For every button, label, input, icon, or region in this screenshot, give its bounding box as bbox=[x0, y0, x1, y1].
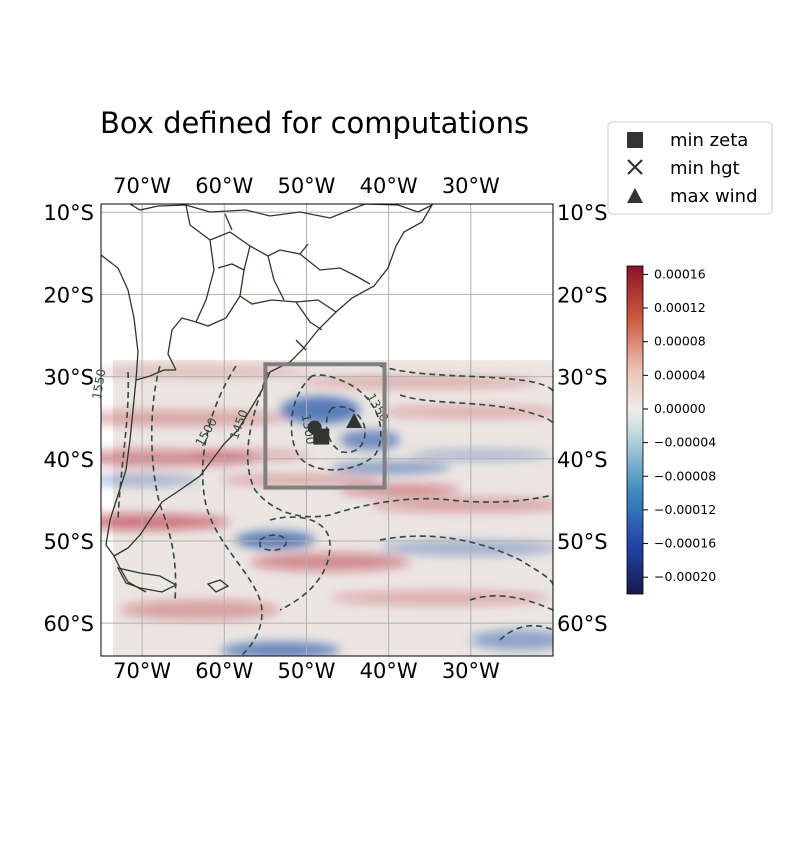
lon-tick-label-bottom: 40°W bbox=[360, 659, 418, 683]
colorbar-tick-label: −0.00012 bbox=[654, 502, 716, 517]
lon-tick-label-bottom: 60°W bbox=[195, 659, 253, 683]
contour-line-3 bbox=[201, 365, 263, 656]
lon-tick-label-top: 60°W bbox=[195, 174, 253, 198]
lon-tick-label-top: 70°W bbox=[113, 174, 171, 198]
map-frame bbox=[100, 203, 554, 657]
lat-tick-label-left: 40°S bbox=[43, 448, 94, 472]
lat-tick-label-right: 20°S bbox=[557, 283, 608, 307]
colorbar-tick-label: 0.00016 bbox=[654, 266, 706, 281]
lon-tick-label-top: 50°W bbox=[277, 174, 335, 198]
lon-tick-label-top: 30°W bbox=[442, 174, 500, 198]
contour-line-11 bbox=[469, 595, 553, 611]
lat-tick-label-left: 10°S bbox=[43, 201, 94, 225]
computation-box bbox=[263, 362, 387, 490]
border-3 bbox=[239, 245, 323, 331]
legend-item: max wind bbox=[627, 186, 758, 207]
border-9 bbox=[135, 369, 176, 381]
colorbar: 0.00016 0.00012 0.00008 0.00004 0.00000 −0.00… bbox=[626, 265, 716, 595]
lon-tick-label-top: 40°W bbox=[360, 174, 418, 198]
colorbar-tick-label: 0.00008 bbox=[654, 334, 706, 349]
contour-line-13 bbox=[259, 534, 287, 552]
legend-frame bbox=[607, 121, 773, 215]
gridlines bbox=[101, 204, 553, 656]
legend: min zeta min hgt max wind bbox=[607, 121, 773, 215]
lat-tick-label-right: 30°S bbox=[557, 366, 608, 390]
contour-line-7 bbox=[379, 365, 553, 393]
lon-tick-label-bottom: 70°W bbox=[113, 659, 171, 683]
legend-label: min zeta bbox=[670, 130, 748, 151]
border-5 bbox=[195, 295, 241, 327]
border-2 bbox=[167, 239, 215, 371]
contour-label: 1550 bbox=[90, 368, 109, 401]
contour-line-1 bbox=[117, 371, 130, 521]
contour-line-5 bbox=[290, 374, 382, 471]
vorticity-field bbox=[101, 360, 553, 656]
legend-triangle-marker bbox=[627, 188, 643, 203]
lat-tick-label-left: 50°S bbox=[43, 530, 94, 554]
contour-line-12 bbox=[499, 624, 553, 641]
lat-tick-label-left: 20°S bbox=[43, 283, 94, 307]
contour-line-2 bbox=[150, 365, 177, 601]
colorbar-tick-label: −0.00004 bbox=[654, 435, 716, 450]
contour-line-8 bbox=[399, 394, 553, 425]
coastline-east-brazil bbox=[113, 204, 434, 557]
contour-line-9 bbox=[269, 516, 331, 611]
colorbar-tick-label: 0.00012 bbox=[654, 300, 706, 315]
lon-tick-label-bottom: 30°W bbox=[442, 659, 500, 683]
colorbar-tick-label: −0.00020 bbox=[654, 569, 716, 584]
border-8 bbox=[295, 339, 307, 351]
border-7 bbox=[295, 299, 337, 313]
legend-label: max wind bbox=[670, 186, 758, 207]
border-6 bbox=[299, 253, 371, 285]
min-zeta-marker bbox=[313, 428, 330, 445]
legend-item: min hgt bbox=[627, 158, 740, 179]
legend-label: min hgt bbox=[670, 158, 740, 179]
border-10 bbox=[224, 213, 233, 231]
lat-tick-label-right: 40°S bbox=[557, 448, 608, 472]
legend-square-marker bbox=[627, 132, 643, 148]
lat-tick-label-left: 30°S bbox=[43, 366, 94, 390]
coastlines bbox=[101, 204, 434, 593]
chart-title: Box defined for computations bbox=[100, 106, 529, 140]
border-11 bbox=[217, 263, 245, 271]
lat-tick-label-left: 60°S bbox=[43, 612, 94, 636]
colorbar-bar bbox=[626, 265, 644, 595]
falklands bbox=[206, 579, 230, 593]
border-4 bbox=[267, 255, 285, 301]
legend-item: min zeta bbox=[627, 130, 748, 151]
lon-tick-label-bottom: 50°W bbox=[277, 659, 335, 683]
legend-x-marker bbox=[627, 159, 643, 175]
contour-line-4 bbox=[246, 371, 553, 518]
lat-tick-label-right: 10°S bbox=[557, 201, 608, 225]
colorbar-tick-label: 0.00004 bbox=[654, 367, 706, 382]
colorbar-tick-label: 0.00000 bbox=[654, 401, 706, 416]
coastline-south-america bbox=[101, 254, 147, 593]
lat-tick-label-right: 50°S bbox=[557, 530, 608, 554]
max-wind-marker bbox=[346, 412, 363, 428]
colorbar-tick-label: −0.00008 bbox=[654, 468, 716, 483]
lat-tick-label-right: 60°S bbox=[557, 612, 608, 636]
map: 15501500145013001350 70°W70°W60°W60°W50°… bbox=[43, 174, 607, 683]
colorbar-tick-label: −0.00016 bbox=[654, 536, 716, 551]
axis-tick-labels: 70°W 70°W 60°W 60°W 50°W 50°W 40°W 40°W 30°W 30°W… bbox=[43, 174, 607, 683]
markers bbox=[307, 412, 363, 445]
coastline-tierra-del-fuego bbox=[116, 567, 178, 593]
